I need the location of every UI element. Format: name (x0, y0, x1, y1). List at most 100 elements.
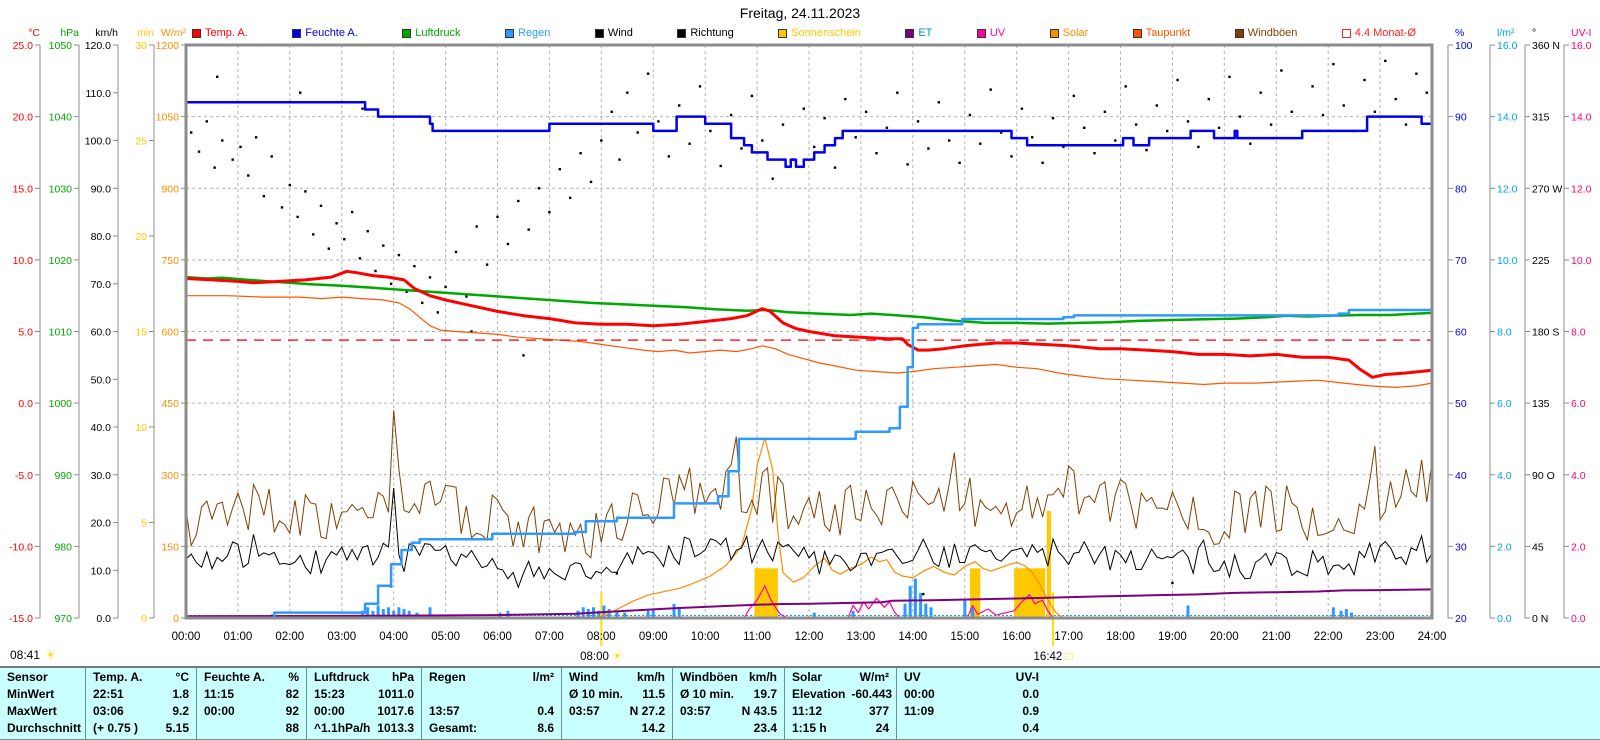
table-row: 13:57 0.4 (429, 704, 554, 718)
svg-text:10.0: 10.0 (91, 565, 112, 577)
table-row: MinWert (7, 687, 55, 701)
table-row: Elevation -60.443 (792, 687, 893, 701)
svg-text:2.0: 2.0 (1497, 541, 1512, 553)
legend-swatch-icon (1132, 28, 1142, 38)
weather-plot: °C 25.0 20.0 15.0 10.0 5.0 0.0 -5.0 -10.0 -15.0 hP… (9, 27, 1592, 663)
sunset-square-icon: □ (1066, 651, 1073, 663)
svg-text:4.0: 4.0 (1497, 470, 1512, 482)
table-row: 88 (285, 721, 299, 735)
svg-text:min: min (137, 27, 154, 39)
svg-text:°C: °C (28, 27, 40, 39)
legend-label: ET (918, 27, 933, 39)
svg-text:0.0: 0.0 (96, 613, 111, 625)
svg-text:06:00: 06:00 (483, 631, 512, 643)
table-row: Wind km/h (569, 670, 665, 684)
stats-col-luftdruck: Luftdruck hPa 15:23 1011.0 00:00 1017.6 ^1.1hP… (306, 668, 421, 739)
table-row: Sensor (7, 670, 48, 684)
svg-text:50: 50 (1455, 398, 1467, 410)
svg-text:02:00: 02:00 (275, 631, 304, 643)
x-axis-labels: 00:00 01:00 02:00 03:00 04:00 05:00 06:00 07:00… (172, 631, 1447, 643)
legend-item-wind: Wind (594, 27, 633, 39)
svg-text:10: 10 (135, 422, 147, 434)
series-feuchte (186, 101, 1432, 169)
table-row: Durchschnitt (7, 721, 82, 735)
svg-text:04:00: 04:00 (379, 631, 408, 643)
svg-text:l/m²: l/m² (1497, 27, 1515, 39)
svg-text:14.0: 14.0 (1571, 112, 1592, 124)
gridlines (186, 45, 1432, 618)
svg-text:11:00: 11:00 (743, 631, 771, 643)
legend-item-regen: Regen (504, 27, 550, 39)
svg-text:0 N: 0 N (1532, 613, 1548, 625)
series-regen (186, 308, 1432, 618)
svg-text:50.0: 50.0 (91, 374, 112, 386)
legend-label: Windböen (1247, 27, 1298, 39)
svg-text:22:00: 22:00 (1314, 631, 1343, 643)
legend-swatch-icon (192, 28, 201, 38)
svg-text:03:00: 03:00 (327, 631, 356, 643)
svg-text:12.0: 12.0 (1497, 183, 1518, 195)
svg-text:100.0: 100.0 (85, 136, 111, 148)
stats-col-regen: Regen l/m² 13:57 0.4 Gesamt: 8.6 (421, 668, 561, 739)
table-row: 1:15 h 24 (792, 721, 889, 735)
svg-text:W/m²: W/m² (161, 27, 187, 39)
svg-text:270 W: 270 W (1532, 183, 1562, 195)
table-row: 15:23 1011.0 (314, 687, 414, 701)
table-row: Regen l/m² (429, 670, 554, 684)
svg-text:80: 80 (1455, 183, 1467, 195)
legend-label: 4.4 Monat-Ø (1354, 27, 1416, 39)
table-row: 03:06 9.2 (93, 704, 189, 718)
table-row: 00:00 0.0 (904, 687, 1039, 701)
legend-item-feuchte-a-: Feuchte A. (292, 27, 358, 39)
svg-text:1010: 1010 (49, 327, 73, 339)
svg-text:5: 5 (141, 518, 147, 530)
svg-text:40.0: 40.0 (91, 422, 112, 434)
series-temp (186, 269, 1432, 379)
legend-swatch-icon (976, 28, 986, 38)
legend-swatch-icon (594, 28, 604, 38)
svg-text:110.0: 110.0 (86, 88, 112, 100)
legend-swatch-icon (1049, 28, 1059, 38)
legend-item-taupunkt: Taupunkt (1132, 27, 1190, 39)
svg-text:2.0: 2.0 (1571, 541, 1586, 553)
svg-text:18:00: 18:00 (1106, 631, 1135, 643)
svg-text:300: 300 (161, 470, 179, 482)
legend-swatch-icon (778, 28, 788, 38)
svg-text:19:00: 19:00 (1158, 631, 1187, 643)
stats-col-feuchte-a-: Feuchte A.% 11:15 82 00:00 92 88 (196, 668, 306, 739)
svg-text:750: 750 (161, 255, 179, 267)
svg-text:-10.0: -10.0 (9, 541, 33, 553)
svg-text:07:00: 07:00 (535, 631, 564, 643)
table-row: 00:00 92 (204, 704, 299, 718)
svg-text:45: 45 (1532, 541, 1544, 553)
legend-label: Temp. A. (205, 27, 248, 39)
table-row: Ø 10 min. 11.5 (569, 687, 665, 701)
svg-text:UV-I: UV-I (1571, 27, 1591, 39)
svg-text:1000: 1000 (49, 398, 73, 410)
svg-text:90.0: 90.0 (91, 183, 112, 195)
svg-text:05:00: 05:00 (431, 631, 460, 643)
svg-text:0: 0 (173, 613, 179, 625)
table-row: Windböen km/h (680, 670, 777, 684)
table-row: UV UV-I (904, 670, 1039, 684)
legend-item-temp-a-: Temp. A. (192, 27, 248, 39)
svg-text:14:00: 14:00 (898, 631, 927, 643)
svg-text:80.0: 80.0 (91, 231, 112, 243)
series-taupunkt (186, 295, 1432, 388)
svg-text:1050: 1050 (156, 112, 180, 124)
chart-legend: Temp. A. Feuchte A. Luftdruck Regen Wind Rich… (192, 27, 1416, 39)
legend-label: Wind (607, 27, 633, 39)
svg-text:10.0: 10.0 (1571, 255, 1592, 267)
series-wind (186, 488, 1432, 589)
svg-text:135: 135 (1532, 398, 1550, 410)
svg-text:1200: 1200 (156, 40, 180, 52)
svg-text:10.0: 10.0 (13, 255, 34, 267)
table-row: MaxWert (7, 704, 57, 718)
day-length-label: 08:41 ☀ (10, 648, 56, 662)
series-sonnenschein (754, 511, 1051, 618)
legend-swatch-icon (1341, 28, 1351, 38)
svg-text:24:00: 24:00 (1418, 631, 1447, 643)
svg-text:25: 25 (135, 136, 147, 148)
legend-item-uv: UV (976, 27, 1005, 39)
svg-text:01:00: 01:00 (224, 631, 253, 643)
